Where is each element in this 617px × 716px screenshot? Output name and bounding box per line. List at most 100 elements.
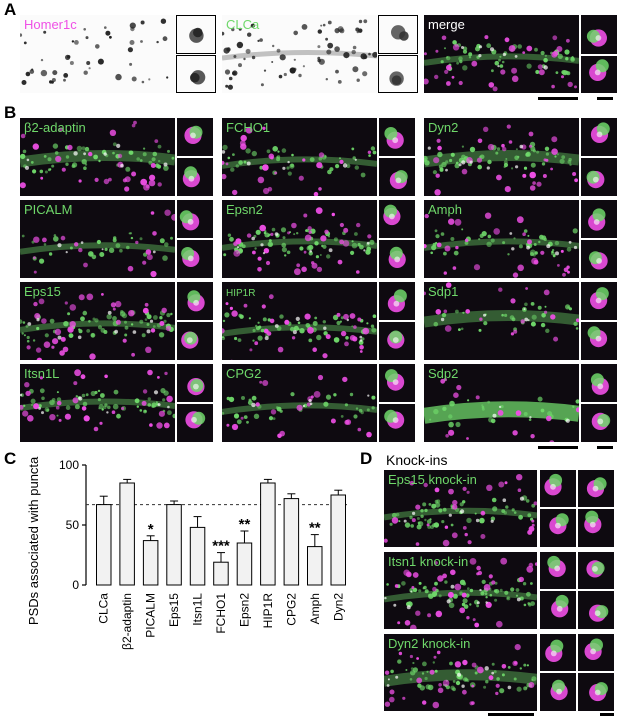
panel-b-inset xyxy=(379,200,415,238)
x-tick-label: Eps15 xyxy=(167,593,181,627)
panel-b-tile-cpg2: CPG2 xyxy=(222,364,377,442)
inset-merge xyxy=(185,411,206,429)
inset-merge xyxy=(182,166,200,188)
micrograph-merge xyxy=(20,209,175,278)
panel-b-inset xyxy=(379,364,415,402)
inset-merge xyxy=(547,555,566,577)
inset-merge xyxy=(384,127,404,149)
scale-bar-panel-d xyxy=(488,713,534,716)
micrograph-dendrite xyxy=(222,19,377,90)
panel-b-inset xyxy=(581,404,617,442)
inset-merge xyxy=(584,638,603,660)
inset-merge xyxy=(586,560,605,578)
chart-bars: ****** ** xyxy=(86,478,350,586)
inset-merge xyxy=(184,125,203,144)
panel-d-inset xyxy=(540,634,576,671)
scale-bar-panel-b xyxy=(538,446,578,449)
bar-itsn1l xyxy=(189,526,206,586)
inset-merge xyxy=(384,409,405,429)
x-tick-label: Itsn1L xyxy=(191,593,205,626)
inset-merge xyxy=(591,412,611,430)
micrograph-merge xyxy=(20,120,175,192)
panel-b-inset xyxy=(177,118,213,156)
panel-d-inset xyxy=(540,470,576,507)
inset-merge xyxy=(385,369,405,391)
x-tick-label: Dyn2 xyxy=(331,593,345,621)
inset-merge xyxy=(181,247,200,267)
inset-merge xyxy=(389,170,408,189)
panel-b-tile-sdp1: Sdp1 xyxy=(424,282,579,360)
panel-a-merge-inset-top xyxy=(581,15,617,54)
inset-merge xyxy=(586,170,605,189)
bar-cpg2 xyxy=(283,498,300,586)
panel-b-inset xyxy=(379,118,415,156)
panel-b-inset xyxy=(581,282,617,320)
scale-bar-panel-a-inset xyxy=(597,97,613,100)
panel-d-inset xyxy=(578,509,614,547)
micrograph-merge xyxy=(20,369,175,432)
panel-d-label: Dyn2 knock-in xyxy=(388,636,471,651)
panel-d-inset xyxy=(578,591,614,629)
y-tick-label: 50 xyxy=(66,518,80,532)
panel-a-clca-image: CLCa xyxy=(222,15,377,93)
panel-a-label-homer1c: Homer1c xyxy=(24,17,77,32)
micrograph-merge xyxy=(222,207,377,276)
inset-blob xyxy=(391,25,409,41)
panel-d-tile-itsn1-knock-in: Itsn1 knock-in xyxy=(384,552,537,629)
panel-a-homer1c-inset-top xyxy=(176,15,216,54)
x-tick-label: CPG2 xyxy=(284,593,298,626)
panel-b-inset xyxy=(379,404,415,442)
bar-hip1r xyxy=(260,482,276,586)
inset-blob xyxy=(189,27,204,43)
panel-b-inset xyxy=(581,364,617,402)
micrograph-merge xyxy=(424,124,579,196)
panel-b-tile-eps15: Eps15 xyxy=(20,282,175,360)
panel-a-clca-inset-bottom xyxy=(378,55,418,93)
significance-label: *** xyxy=(212,538,230,555)
inset-merge xyxy=(589,604,609,622)
inset-merge xyxy=(590,373,609,395)
micrograph-merge xyxy=(424,35,579,92)
panel-a-clca-inset-top xyxy=(378,15,418,54)
significance-label: * xyxy=(148,521,154,538)
chart-y-axis: 0 50 100 xyxy=(59,458,87,592)
bar-clca xyxy=(96,504,112,586)
inset-merge xyxy=(387,289,407,313)
panel-a-label-merge: merge xyxy=(428,17,465,32)
panel-a-merge-inset-bottom xyxy=(581,56,617,93)
panel-b-tile-dyn2: Dyn2 xyxy=(424,118,579,196)
panel-b-tile-picalm: PICALM xyxy=(20,200,175,278)
panel-b-inset xyxy=(177,322,213,360)
inset-merge xyxy=(586,477,607,498)
micrograph-merge xyxy=(384,644,537,709)
panel-d-tile-dyn2-knock-in: Dyn2 knock-in xyxy=(384,634,537,711)
panel-b-tile-itsn1l: Itsn1L xyxy=(20,364,175,442)
panel-b-label: FCHO1 xyxy=(226,120,271,135)
panel-a-homer1c-inset-bottom xyxy=(176,55,216,93)
panel-b-inset xyxy=(177,364,213,402)
panel-label-d: D xyxy=(360,449,373,468)
panel-b-inset xyxy=(581,322,617,360)
panel-b-inset xyxy=(177,282,213,320)
panel-a-homer1c-image: Homer1c xyxy=(20,15,175,93)
x-tick-label: CLCa xyxy=(97,593,111,624)
inset-merge xyxy=(388,246,406,268)
inset-merge xyxy=(590,287,609,310)
inset-merge xyxy=(551,594,569,618)
bar-fcho1 xyxy=(213,561,229,586)
panel-d-label: Itsn1 knock-in xyxy=(388,554,469,569)
inset-merge xyxy=(545,639,564,662)
inset-merge xyxy=(549,513,569,535)
inset-merge xyxy=(589,59,609,81)
inset-merge xyxy=(187,290,205,312)
panel-b-label: Itsn1L xyxy=(24,366,60,381)
micrograph-merge xyxy=(20,293,175,360)
inset-merge xyxy=(181,331,199,349)
bar-epsn2 xyxy=(236,542,253,586)
panel-d-header: Knock-ins xyxy=(386,452,448,468)
panel-b-tile-hip1r: HIP1R xyxy=(222,282,377,360)
micrograph-merge xyxy=(222,126,377,196)
micrograph-puncta xyxy=(20,18,169,85)
micrograph-merge xyxy=(384,474,537,547)
